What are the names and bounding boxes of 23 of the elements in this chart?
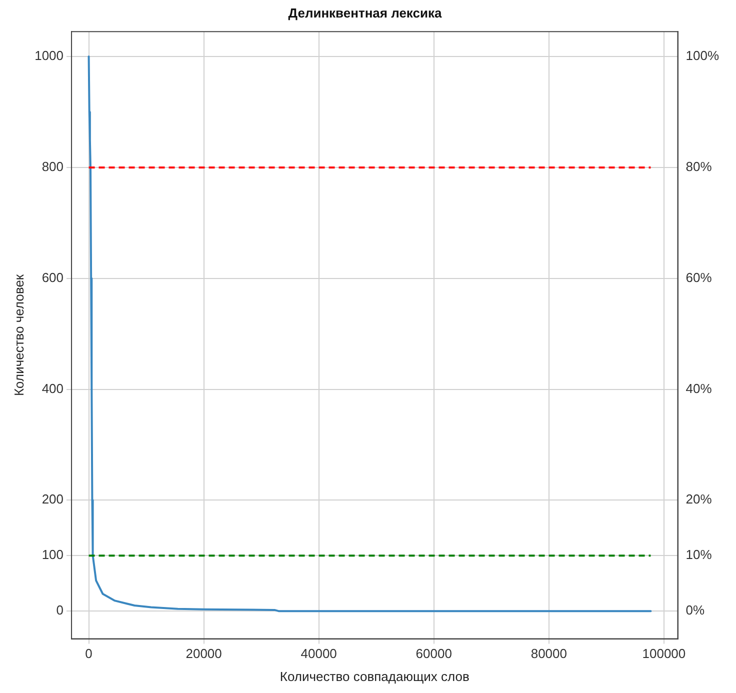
y2-tick-label: 60% [686,270,712,285]
y2-tick-label: 80% [686,159,712,174]
y-tick-label: 100 [42,547,64,562]
y-tick-label: 600 [42,270,64,285]
y-tick-label: 0 [56,602,64,618]
y-axis-title: Количество человек [11,274,26,396]
y-tick-label: 200 [42,492,64,507]
x-tick-label: 20000 [186,646,222,662]
x-tick-label: 60000 [416,646,452,662]
x-tick-label: 100000 [642,646,686,662]
x-axis-title: Количество совпадающих слов [280,668,470,684]
y2-tick-label: 40% [686,380,712,396]
x-tick-label: 0 [85,646,92,662]
y2-tick-label: 20% [686,492,712,507]
y-tick-label: 1000 [34,48,64,64]
y2-tick-label: 0% [686,602,705,618]
y-tick-label: 400 [42,380,64,396]
y2-tick-label: 100% [686,48,720,64]
x-tick-label: 40000 [300,646,337,662]
y2-tick-label: 10% [686,547,712,562]
x-tick-label: 80000 [530,646,567,662]
chart-title: Делинквентная лексика [288,5,442,20]
y-tick-label: 800 [42,159,64,174]
